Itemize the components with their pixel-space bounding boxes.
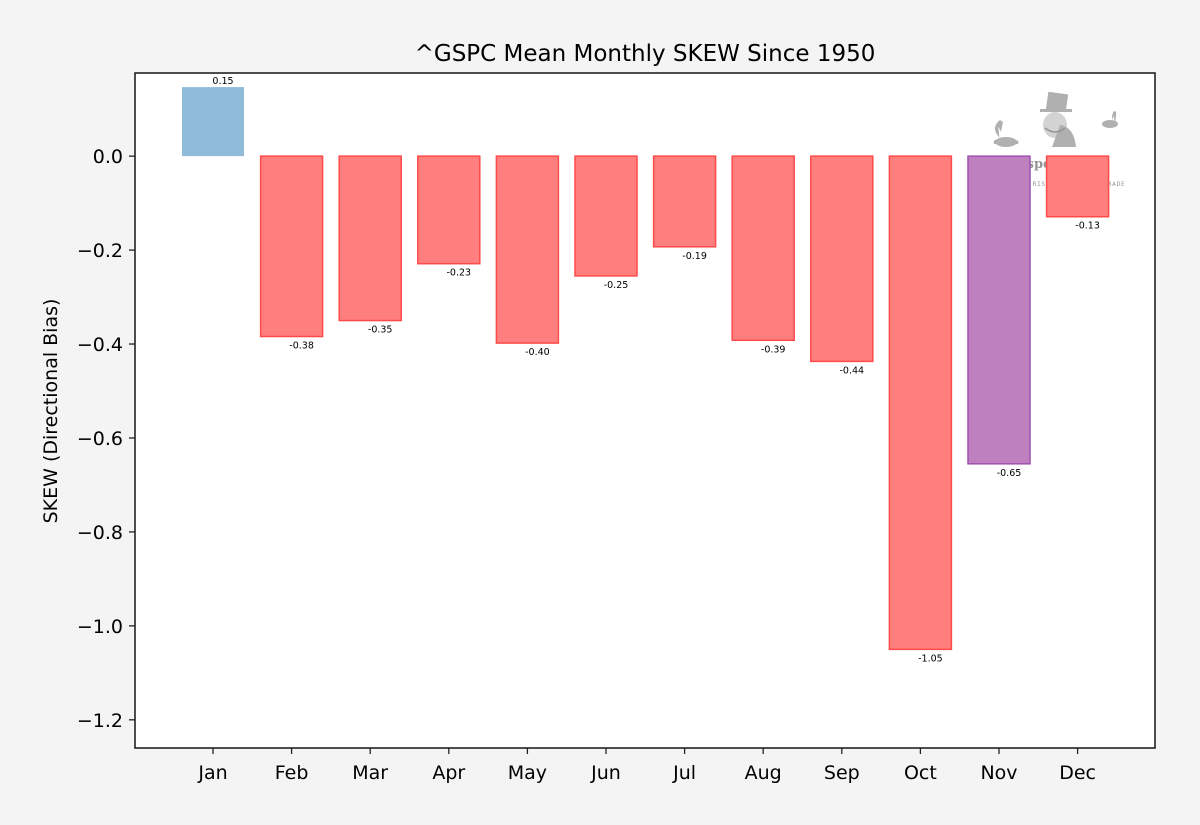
y-axis: 0.0 −0.2 −0.4 −0.6 −0.8 −1.0 −1.2 (77, 146, 135, 732)
x-tick-label-feb: Feb (275, 762, 309, 784)
swan-left-icon (993, 120, 1019, 147)
bar-aug (731, 155, 795, 342)
data-label-aug: -0.39 (761, 344, 786, 355)
top-hat-figure-icon (1040, 91, 1076, 147)
data-label-may: -0.40 (525, 347, 550, 358)
x-tick-label-dec: Dec (1059, 762, 1096, 784)
x-tick-label-jan: Jan (197, 762, 227, 784)
y-tick-label: −1.0 (77, 616, 123, 638)
x-axis: Jan Feb Mar Apr May Jun Jul Aug Sep Oct Nov Dec (197, 748, 1096, 784)
data-label-sep: -0.44 (840, 365, 865, 376)
x-tick-label-jul: Jul (672, 762, 696, 784)
bar-apr (417, 155, 481, 265)
data-label-jan: 0.15 (212, 76, 233, 87)
bar-may (495, 155, 560, 344)
bars-group (182, 87, 1110, 651)
x-tick-label-apr: Apr (432, 762, 465, 784)
bar-mar (338, 155, 402, 322)
data-label-mar: -0.35 (368, 325, 393, 336)
bar-jul (652, 155, 717, 248)
bar-oct (888, 155, 953, 651)
bar-jan (182, 87, 244, 157)
data-label-jul: -0.19 (682, 251, 707, 262)
data-label-feb: -0.38 (289, 341, 314, 352)
data-label-jun: -0.25 (604, 280, 629, 291)
plot-frame (134, 72, 1156, 749)
y-tick-label: 0.0 (93, 146, 123, 168)
bar-jun (574, 155, 638, 277)
x-tick-label-mar: Mar (352, 762, 388, 784)
x-tick-label-jun: Jun (590, 762, 621, 784)
x-tick-label-may: May (508, 762, 547, 784)
y-tick-label: −0.2 (77, 240, 123, 262)
x-tick-label-sep: Sep (824, 762, 860, 784)
y-tick-label: −0.4 (77, 334, 123, 356)
data-label-oct: -1.05 (918, 653, 943, 664)
y-tick-label: −0.8 (77, 522, 123, 544)
y-axis-label: SKEW (Directional Bias) (40, 299, 62, 524)
data-label-nov: -0.65 (997, 468, 1022, 479)
y-tick-label: −1.2 (77, 710, 123, 732)
data-label-dec: -0.13 (1075, 221, 1100, 232)
bar-dec (1045, 155, 1110, 218)
chart-title: ^GSPC Mean Monthly SKEW Since 1950 (415, 41, 876, 67)
data-labels-group: 0.15 -0.38 -0.35 -0.23 -0.40 -0.25 -0.19 -0.39 -… (212, 76, 1099, 664)
bar-nov (967, 155, 1031, 465)
x-tick-label-aug: Aug (745, 762, 782, 784)
bar-feb (259, 155, 324, 338)
swan-right-icon (1102, 111, 1118, 128)
x-tick-label-oct: Oct (904, 762, 937, 784)
x-tick-label-nov: Nov (980, 762, 1017, 784)
data-label-apr: -0.23 (447, 268, 472, 279)
bar-sep (810, 155, 874, 363)
y-tick-label: −0.6 (77, 428, 123, 450)
